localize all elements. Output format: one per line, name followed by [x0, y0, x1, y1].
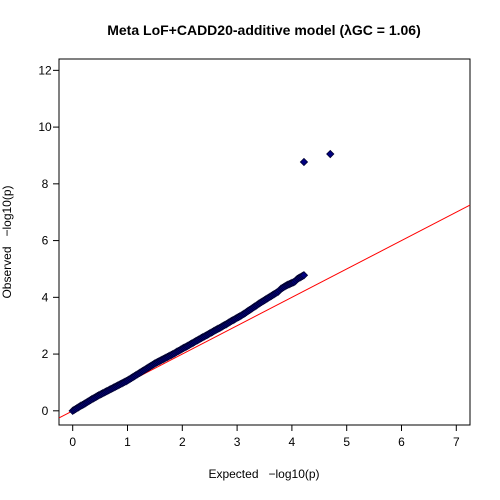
x-axis-label-text: Expected	[208, 467, 258, 481]
data-point	[299, 157, 309, 167]
chart-title: Meta LoF+CADD20-additive model (λGC = 1.…	[107, 22, 421, 38]
x-tick-label: 7	[453, 435, 460, 449]
y-axis-label: Observed −log10(p)	[0, 185, 14, 298]
data-points	[68, 149, 335, 415]
y-axis: 0 2 4 6 8 10 12	[38, 63, 59, 418]
y-tick-label: 8	[42, 177, 49, 191]
x-tick-label: 4	[289, 435, 296, 449]
y-tick-label: 12	[38, 63, 52, 77]
x-tick-label: 2	[179, 435, 186, 449]
y-axis-label-text: Observed	[0, 247, 14, 299]
x-tick-label: 0	[69, 435, 76, 449]
x-axis: 0 1 2 3 4 5 6 7	[69, 425, 460, 449]
y-tick-label: 10	[38, 120, 52, 134]
x-axis-label-math: −log10(p)	[269, 467, 320, 481]
data-point	[326, 149, 335, 159]
x-tick-label: 3	[234, 435, 241, 449]
y-tick-label: 2	[42, 347, 49, 361]
data-point	[299, 271, 309, 280]
y-axis-label-math: −log10(p)	[0, 185, 14, 236]
plot-area-frame	[58, 58, 471, 426]
x-tick-label: 6	[398, 435, 405, 449]
x-tick-label: 1	[124, 435, 131, 449]
x-tick-label: 5	[343, 435, 350, 449]
x-axis-label: Expected −log10(p)	[208, 467, 319, 481]
y-tick-label: 0	[42, 404, 49, 418]
y-tick-label: 6	[42, 234, 49, 248]
y-tick-label: 4	[42, 290, 49, 304]
